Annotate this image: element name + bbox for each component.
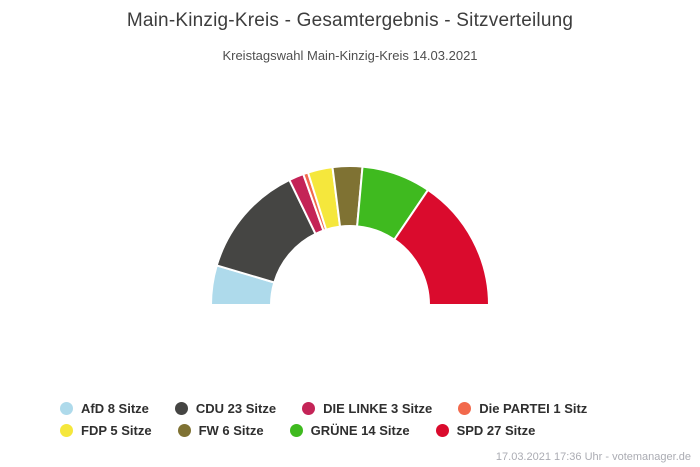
chart-subtitle: Kreistagswahl Main-Kinzig-Kreis 14.03.20… — [222, 48, 478, 63]
chart-title: Main-Kinzig-Kreis - Gesamtergebnis - Sit… — [126, 10, 574, 31]
legend-label: GRÜNE 14 Sitze — [310, 422, 410, 438]
legend-dot-fw — [177, 423, 191, 437]
legend-label: Die PARTEI 1 Sitz — [479, 400, 588, 416]
legend-item-fdp[interactable]: FDP 5 Sitze — [60, 423, 152, 438]
legend-dot-die-linke — [302, 401, 316, 415]
legend-item-die-partei[interactable]: Die PARTEI 1 Sitz — [458, 401, 587, 416]
legend-label: FDP 5 Sitze — [81, 422, 152, 438]
legend-label: AfD 8 Sitze — [81, 400, 149, 416]
legend-row: FDP 5 Sitze FW 6 Sitze GRÜNE 14 Sitze SPD 2… — [60, 419, 587, 441]
legend-item-fw[interactable]: FW 6 Sitze — [177, 422, 264, 438]
legend-dot-fdp — [60, 423, 73, 437]
legend-item-afd[interactable]: AfD 8 Sitze — [60, 401, 149, 416]
footer-credit[interactable]: 17.03.2021 17:36 Uhr - votemanager.de — [495, 451, 691, 463]
legend-item-spd[interactable]: SPD 27 Sitze — [435, 422, 536, 438]
legend-row: AfD 8 Sitze CDU 23 Sitze DIE LINKE 3 Sitze… — [60, 397, 587, 419]
legend-dot-die-partei — [458, 401, 472, 415]
legend-label: DIE LINKE 3 Sitze — [323, 400, 433, 416]
legend-item-grüne[interactable]: GRÜNE 14 Sitze — [289, 422, 410, 438]
legend-label: FW 6 Sitze — [198, 422, 264, 438]
legend-dot-spd — [435, 423, 449, 437]
legend-dot-cdu — [174, 401, 188, 415]
legend-dot-afd — [60, 401, 73, 415]
chart-legend: AfD 8 Sitze CDU 23 Sitze DIE LINKE 3 Sitze… — [60, 397, 587, 441]
legend-label: CDU 23 Sitze — [195, 400, 277, 416]
legend-dot-grüne — [289, 423, 303, 437]
slice-spd[interactable] — [392, 188, 491, 306]
legend-item-die-linke[interactable]: DIE LINKE 3 Sitze — [302, 401, 432, 416]
legend-item-cdu[interactable]: CDU 23 Sitze — [174, 400, 277, 416]
legend-label: SPD 27 Sitze — [456, 422, 536, 438]
